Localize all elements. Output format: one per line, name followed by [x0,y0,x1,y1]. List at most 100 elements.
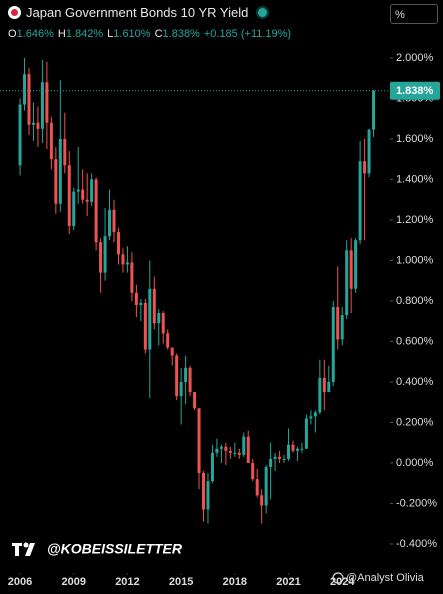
candle-body [233,452,237,454]
candle-body [54,159,58,204]
candle-body [27,74,31,125]
candle-body [345,250,349,316]
candle-body [99,242,103,273]
candle-body [45,82,49,123]
ohlc-legend: O1.646% H1.842% L1.610% C1.838% +0.185 (+11.… [8,28,295,40]
y-tick-label: 0.600% [396,335,434,347]
legend-key: H [57,28,66,40]
legend-change: +0.185 (+11.19%) [203,28,292,40]
candle-body [206,481,210,510]
candle-body [313,412,317,417]
candle-body [219,446,223,449]
candle-body [318,377,322,413]
legend-value: 1.646% [16,28,54,40]
candle-body [67,165,71,227]
candle-body [148,288,152,350]
candle-body [278,456,282,459]
candle-body [108,209,112,237]
candle-body [85,199,89,202]
y-tick-label: 1.200% [396,214,434,226]
last-price-tag [390,81,440,100]
candle-body [237,452,241,455]
candle-body [170,347,174,356]
candle-body [358,161,362,241]
candle-body [36,122,40,129]
candle-body [49,122,53,160]
candle-body [76,189,80,192]
candle-body [242,436,246,455]
legend-value: 1.842% [65,28,104,40]
candle-body [295,448,299,451]
legend-key: L [107,28,114,40]
candle-body [327,381,331,393]
candle-body [331,307,335,382]
candle-body [273,456,277,459]
candle-body [161,313,165,334]
candle-body [340,315,344,340]
header-title-row: Japan Government Bonds 10 YR Yield [8,5,268,20]
y-tick-label: 0.000% [396,457,434,469]
candle-body [228,450,232,453]
candle-body [139,302,143,305]
candle-body [81,189,85,200]
candle-body [287,444,291,459]
y-tick-label: -0.400% [396,538,437,550]
candle-body [94,179,98,243]
candle-body [40,82,44,129]
candle-body [72,191,76,227]
author-icon [332,572,344,584]
legend-key: C [154,28,163,40]
watermark: @KOBEISSILETTER [47,541,183,557]
candle-body [354,240,358,289]
candle-body [372,90,376,130]
candle-body [152,288,156,324]
y-tick-label: 0.400% [396,376,434,388]
candle-body [179,381,183,397]
candle-body [367,129,371,174]
candle-body [121,254,125,265]
candle-body [184,367,188,382]
candle-body [125,262,129,265]
candle-body [309,416,313,419]
candle-body [251,462,255,480]
candle-body [63,138,67,166]
candle-body [349,250,353,289]
last-price-label: 1.838% [396,85,434,97]
y-tick-label: 0.800% [396,295,434,307]
x-tick-label: 2012 [115,576,139,588]
candle-body [130,262,134,293]
x-tick-label: 2024 [330,576,355,588]
candle-body [210,452,214,482]
x-tick-label: 2009 [61,576,85,588]
candle-body [300,448,304,450]
candle-body [18,104,22,166]
candle-body [363,161,367,174]
candle-body [31,122,35,125]
market-status [258,8,268,17]
candle-body [112,209,116,233]
candle-body [143,302,147,350]
x-tick-label: 2015 [169,576,193,588]
watermark: @Analyst Olivia [346,572,425,584]
candle-body [246,436,250,463]
y-tick-label: 2.000% [396,52,434,64]
candle-body [202,473,206,510]
candle-body [175,355,179,397]
legend-value: 1.610% [113,28,151,40]
candle-body [188,367,192,393]
candle-body [116,232,120,255]
tv-logo [12,542,35,556]
candle-body [166,333,170,348]
y-tick-label: 0.200% [396,416,434,428]
candle-body [215,448,219,453]
x-tick-label: 2018 [223,576,247,588]
y-tick-label: 1.400% [396,173,434,185]
candle-body [134,292,138,305]
unit-button[interactable]: % [390,4,438,24]
candle-body [23,74,27,105]
candle-body [224,446,228,451]
candle-body [264,466,268,506]
candle-body [157,313,161,324]
